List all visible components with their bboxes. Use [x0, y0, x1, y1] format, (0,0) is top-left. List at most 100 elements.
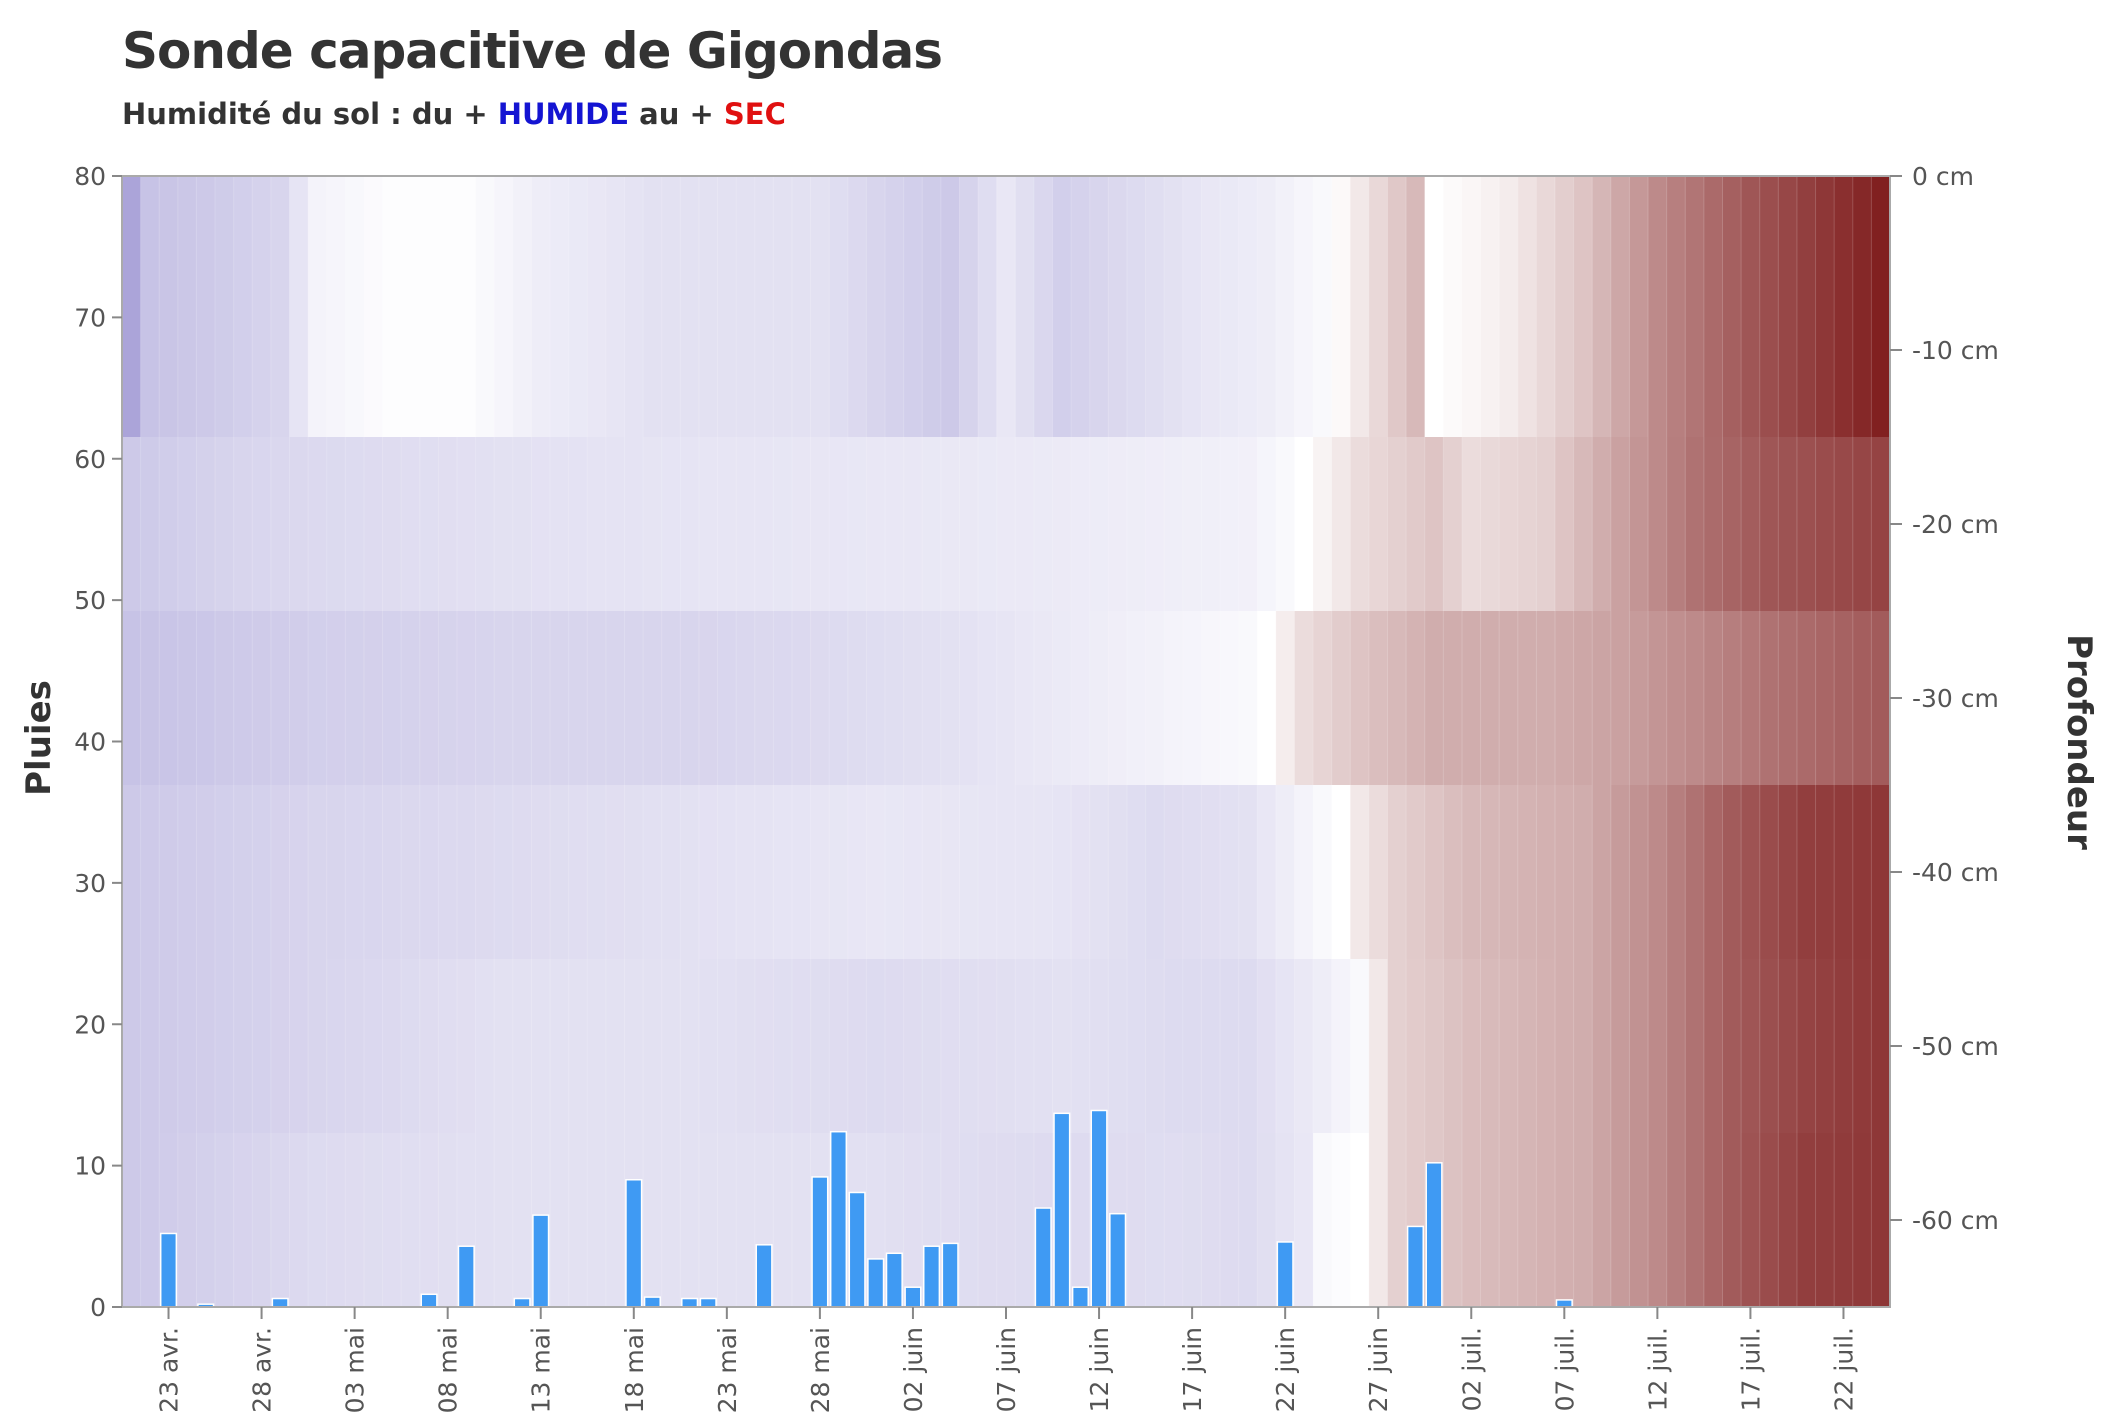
heatmap-cell [1052, 437, 1072, 611]
heatmap-cell [512, 959, 533, 1133]
heatmap-cell [1145, 959, 1165, 1133]
heatmap-cell [1182, 959, 1203, 1133]
rain-bar [1053, 1112, 1071, 1308]
heatmap-cell [1220, 437, 1240, 611]
heatmap-cell [512, 785, 533, 959]
heatmap-cell [1610, 176, 1631, 437]
heatmap-cell [1406, 437, 1426, 611]
heatmap-cell [1201, 1133, 1221, 1307]
heatmap-cell [587, 785, 607, 959]
heatmap-cell [1629, 785, 1649, 959]
heatmap-cell [1499, 785, 1519, 959]
heatmap-cell [1071, 1133, 1091, 1307]
heatmap-cell [159, 959, 179, 1133]
heatmap-cell [1796, 176, 1817, 437]
heatmap-cell [624, 176, 644, 437]
heatmap-cell [1834, 1133, 1854, 1307]
heatmap-cell [1834, 437, 1854, 611]
heatmap-cell [717, 611, 737, 785]
heatmap-cell [308, 611, 328, 785]
heatmap-cell [624, 611, 644, 785]
heatmap-cell [531, 437, 551, 611]
heatmap-cell [1536, 1133, 1556, 1307]
heatmap-cell [1015, 437, 1035, 611]
heatmap-cell [996, 959, 1016, 1133]
heatmap-cell [196, 959, 216, 1133]
x-tick-label: 02 juil. [1457, 1327, 1486, 1411]
heatmap-cell [1350, 437, 1370, 611]
x-tick-label: 12 juin [1085, 1327, 1114, 1412]
heatmap-cell [1071, 611, 1091, 785]
heatmap-cell [326, 437, 346, 611]
left-tick-label: 20 [74, 1010, 106, 1039]
heatmap-cell [736, 785, 756, 959]
heatmap-cell [1108, 959, 1128, 1133]
heatmap-cell [177, 437, 198, 611]
heatmap-cell [959, 611, 979, 785]
heatmap-cell [1555, 176, 1575, 437]
x-tick-label: 28 mai [806, 1327, 835, 1413]
rain-bar [1071, 1286, 1090, 1308]
heatmap-cell [1368, 1133, 1389, 1307]
left-tick-label: 40 [74, 728, 106, 757]
heatmap-cell [475, 611, 495, 785]
heatmap-cell [1517, 785, 1537, 959]
heatmap-cell [1015, 611, 1035, 785]
heatmap-cell [233, 176, 253, 437]
heatmap-cell [1126, 785, 1147, 959]
heatmap-cell [1722, 437, 1742, 611]
heatmap-cell [1275, 176, 1296, 437]
heatmap-cell [1685, 1133, 1705, 1307]
heatmap-cell [1164, 611, 1184, 785]
heatmap-cell [680, 437, 700, 611]
heatmap-cell [1499, 959, 1519, 1133]
heatmap-cell [959, 437, 979, 611]
heatmap-cell [624, 785, 644, 959]
heatmap-cell [680, 1133, 700, 1307]
heatmap-cell [512, 437, 533, 611]
right-tick-label: -60 cm [1912, 1206, 1999, 1235]
heatmap-cell [1555, 437, 1575, 611]
x-tick-label: 18 mai [620, 1327, 649, 1413]
heatmap-cell [363, 1133, 384, 1307]
heatmap-cell [494, 611, 514, 785]
x-tick-label: 07 juil. [1550, 1327, 1579, 1411]
heatmap-cell [866, 959, 886, 1133]
heatmap-cell [1220, 785, 1240, 959]
left-axis-title: Pluies [19, 680, 59, 796]
subtitle-dry-word: SEC [723, 97, 786, 131]
subtitle-prefix: Humidité du sol : du + [122, 97, 498, 131]
heatmap-cell [1126, 176, 1147, 437]
heatmap-cell [550, 959, 570, 1133]
heatmap-cell [587, 959, 607, 1133]
rain-bar [532, 1214, 550, 1308]
heatmap-cell [643, 611, 663, 785]
heatmap-cell [1164, 785, 1184, 959]
heatmap-cell [1424, 437, 1444, 611]
rain-bar [941, 1242, 959, 1308]
heatmap-cell [419, 611, 439, 785]
heatmap-cell [1741, 785, 1761, 959]
heatmap-cell [1294, 785, 1314, 959]
heatmap-cell [1052, 176, 1072, 437]
heatmap-cell [1201, 959, 1221, 1133]
heatmap-cell [1257, 176, 1277, 437]
left-tick-label: 30 [74, 869, 106, 898]
rain-bar [867, 1258, 885, 1308]
heatmap-cell [1555, 959, 1575, 1133]
heatmap-cell [1294, 959, 1314, 1133]
heatmap-cell [1089, 959, 1109, 1133]
heatmap-cell [1480, 611, 1500, 785]
heatmap-cell [494, 785, 514, 959]
heatmap-cell [829, 785, 849, 959]
rain-bars [159, 1109, 1573, 1308]
heatmap-cell [847, 959, 868, 1133]
heatmap-cell [1722, 176, 1742, 437]
rain-bar [829, 1130, 848, 1308]
x-tick-label: 08 mai [434, 1327, 463, 1413]
heatmap-cell [1071, 176, 1091, 437]
heatmap-cell [1480, 176, 1500, 437]
heatmap-cell [140, 1133, 160, 1307]
heatmap-cell [1741, 959, 1761, 1133]
heatmap-cell [698, 1133, 719, 1307]
